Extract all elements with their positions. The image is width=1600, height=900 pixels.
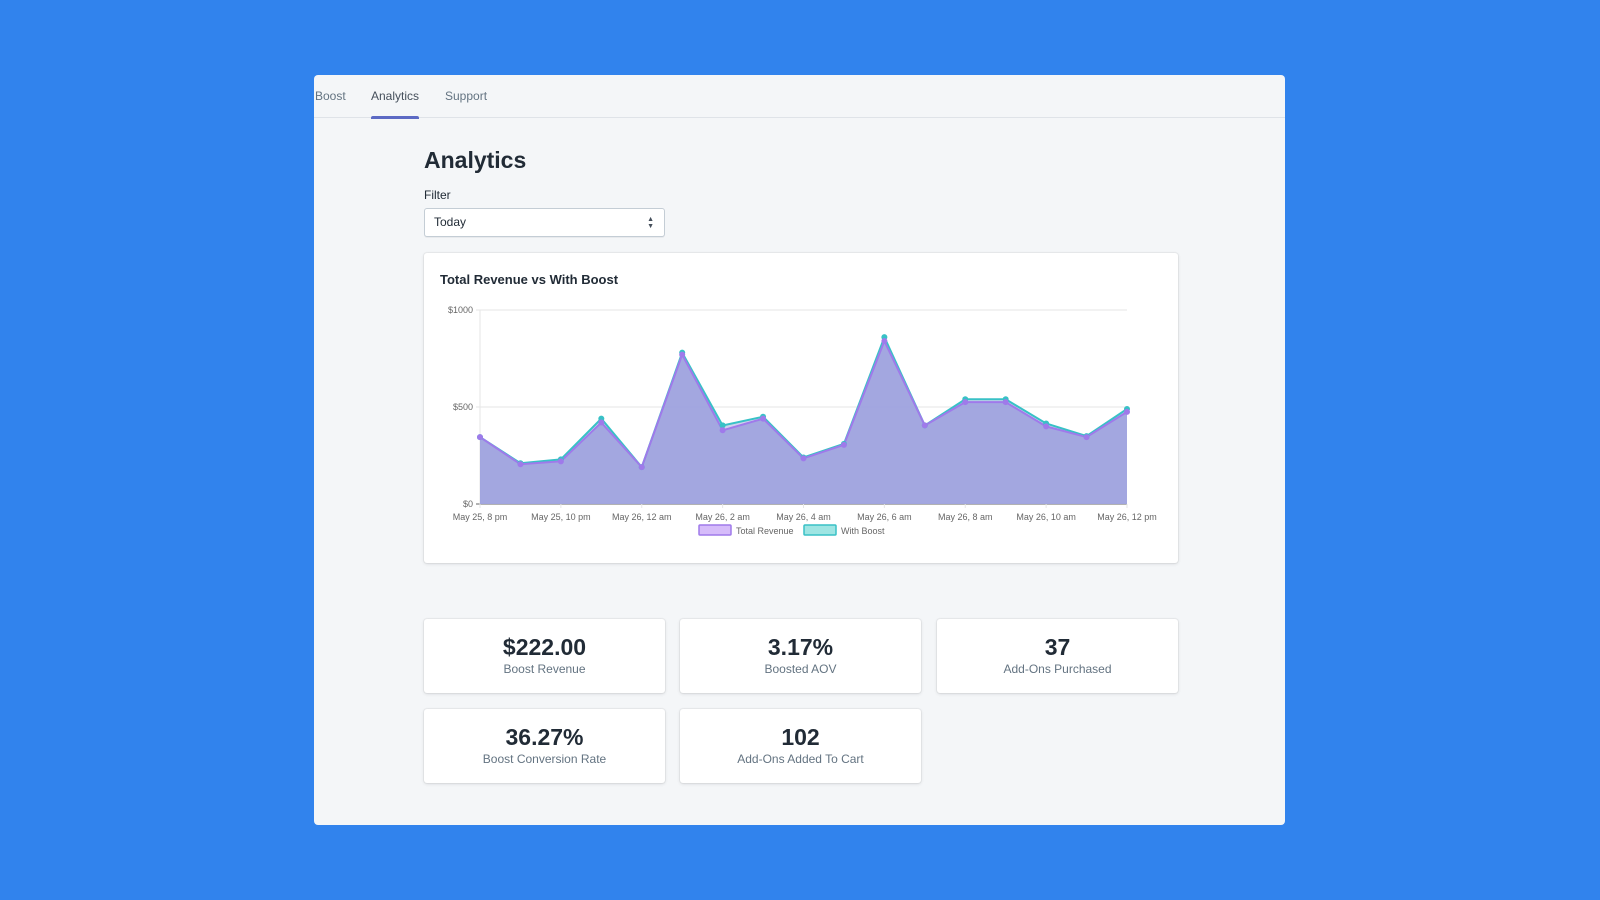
app-window: Boost Analytics Support Analytics Filter… bbox=[314, 75, 1285, 825]
stat-card-conversion-rate: 36.27% Boost Conversion Rate bbox=[424, 709, 665, 783]
x-tick-label: May 25, 8 pm bbox=[453, 512, 508, 522]
tab-support[interactable]: Support bbox=[445, 89, 488, 103]
filter-select-value: Today bbox=[434, 215, 467, 229]
point-total-revenue bbox=[598, 419, 605, 426]
stat-value: 3.17% bbox=[767, 634, 834, 660]
stat-value: 36.27% bbox=[505, 724, 584, 750]
stat-value: $222.00 bbox=[502, 634, 587, 660]
top-nav: Boost Analytics Support bbox=[314, 75, 1285, 119]
point-total-revenue bbox=[719, 427, 726, 434]
tab-boost[interactable]: Boost bbox=[315, 89, 346, 103]
point-total-revenue bbox=[962, 399, 969, 406]
x-tick-label: May 25, 10 pm bbox=[531, 512, 591, 522]
point-with-boost bbox=[719, 422, 726, 429]
stat-card-addons-purchased: 37 Add-Ons Purchased bbox=[937, 619, 1178, 693]
y-tick-label: $1000 bbox=[448, 305, 473, 315]
legend-swatch bbox=[803, 524, 837, 536]
legend-swatch bbox=[698, 524, 732, 536]
revenue-chart-card: Total Revenue vs With Boost $0 $500 $1000 M… bbox=[424, 253, 1178, 563]
revenue-chart: $0 $500 $1000 May 25, 8 pm May 25, 10 pm May … bbox=[448, 305, 1157, 536]
point-total-revenue bbox=[517, 461, 524, 468]
point-total-revenue bbox=[1083, 434, 1090, 441]
stat-card-boosted-aov: 3.17% Boosted AOV bbox=[680, 619, 921, 693]
stat-label: Boost Conversion Rate bbox=[482, 752, 607, 766]
x-tick-label: May 26, 6 am bbox=[857, 512, 912, 522]
point-total-revenue bbox=[477, 434, 483, 441]
point-total-revenue bbox=[840, 441, 847, 448]
point-total-revenue bbox=[1043, 423, 1050, 430]
page-title: Analytics bbox=[424, 147, 527, 173]
point-total-revenue bbox=[1002, 399, 1009, 406]
legend-label: Total Revenue bbox=[736, 526, 794, 536]
legend-label: With Boost bbox=[841, 526, 885, 536]
filter-select[interactable]: Today ▲ ▼ bbox=[424, 208, 665, 237]
chart-title: Total Revenue vs With Boost bbox=[440, 272, 619, 287]
point-total-revenue bbox=[800, 455, 807, 462]
point-total-revenue bbox=[557, 458, 564, 465]
filter-label: Filter bbox=[424, 188, 451, 202]
main-content: Analytics Filter Today ▲ ▼ Total Revenue … bbox=[424, 118, 1178, 783]
point-total-revenue bbox=[1124, 408, 1130, 415]
x-tick-label: May 26, 12 am bbox=[612, 512, 672, 522]
x-tick-label: May 26, 4 am bbox=[776, 512, 831, 522]
select-arrows-icon: ▲ ▼ bbox=[647, 215, 654, 230]
y-tick-label: $0 bbox=[463, 499, 473, 509]
stat-label: Boost Revenue bbox=[503, 662, 586, 676]
x-tick-label: May 26, 2 am bbox=[695, 512, 750, 522]
point-total-revenue bbox=[679, 351, 686, 358]
x-tick-label: May 26, 12 pm bbox=[1097, 512, 1157, 522]
area-total-revenue bbox=[480, 341, 1127, 504]
x-tick-label: May 26, 10 am bbox=[1016, 512, 1076, 522]
x-tick-label: May 26, 8 am bbox=[938, 512, 993, 522]
tab-analytics[interactable]: Analytics bbox=[371, 75, 420, 119]
stat-value: 37 bbox=[1044, 634, 1071, 660]
stat-label: Boosted AOV bbox=[764, 662, 837, 676]
point-total-revenue bbox=[760, 415, 767, 422]
point-total-revenue bbox=[638, 464, 645, 471]
stat-value: 102 bbox=[781, 724, 820, 750]
stat-card-addons-added: 102 Add-Ons Added To Cart bbox=[680, 709, 921, 783]
stat-label: Add-Ons Added To Cart bbox=[737, 752, 864, 766]
stat-card-boost-revenue: $222.00 Boost Revenue bbox=[424, 619, 665, 693]
y-tick-label: $500 bbox=[453, 402, 473, 412]
stat-label: Add-Ons Purchased bbox=[1003, 662, 1112, 676]
point-total-revenue bbox=[881, 338, 888, 345]
point-total-revenue bbox=[921, 422, 928, 429]
